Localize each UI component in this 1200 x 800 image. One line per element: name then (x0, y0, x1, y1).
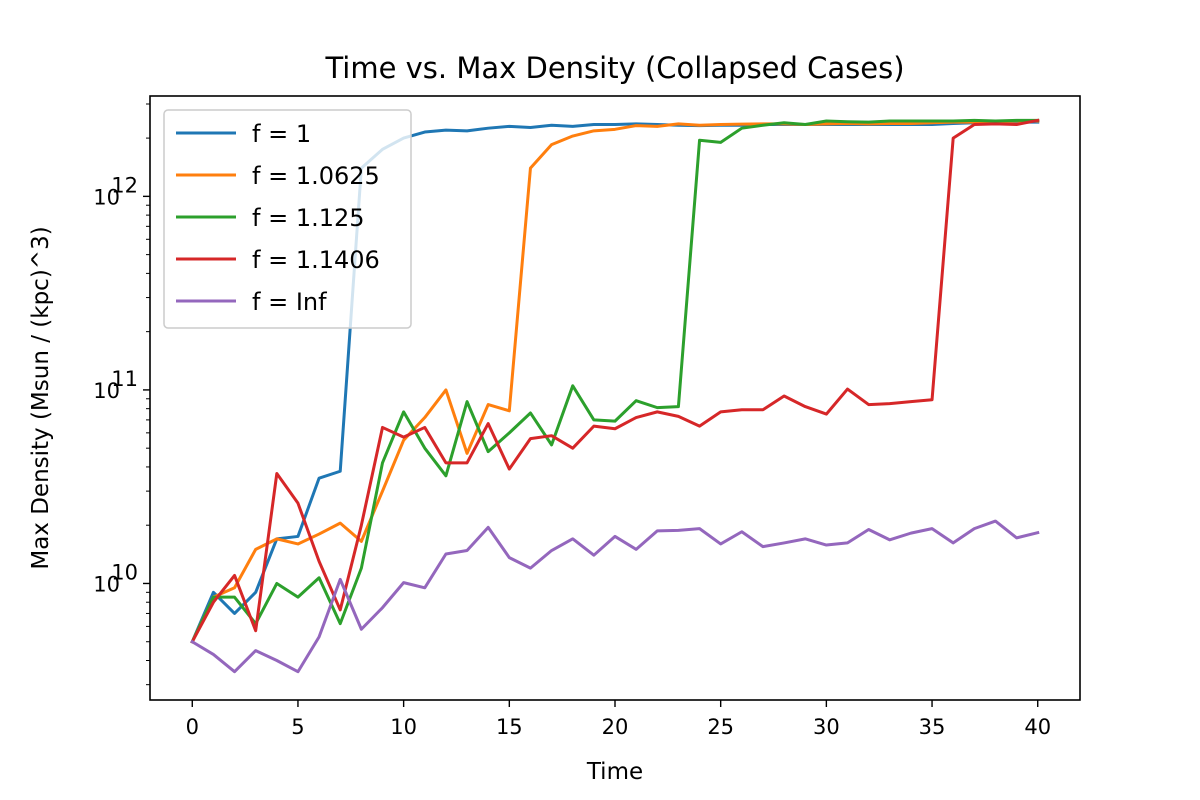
legend-label: f = Inf (252, 288, 327, 316)
y-tick-base: 10 (93, 185, 120, 209)
series-line-f-inf (190, 519, 1040, 674)
legend-box (163, 109, 412, 329)
y-tick-label: 10 (93, 379, 120, 403)
x-tick-label: 5 (291, 715, 304, 739)
legend-label: f = 1.1406 (252, 246, 380, 274)
x-tick-label: 25 (707, 715, 734, 739)
y-tick-base: 10 (93, 572, 120, 596)
y-tick-label: 10 (93, 185, 120, 209)
legend-label: f = 1.0625 (252, 162, 380, 190)
y-tick-label: 10 (93, 572, 120, 596)
series-lines (190, 118, 1040, 674)
legend-items: f = 1 f = 1.0625 f = 1.125 f = 1.1406 f = In… (176, 120, 380, 316)
x-tick-label: 0 (186, 715, 199, 739)
x-tick-label: 35 (919, 715, 946, 739)
x-tick-label: 30 (813, 715, 840, 739)
y-tick-exponent: 10 (111, 560, 138, 584)
y-axis-label: Max Density (Msun / (kpc)^3) (28, 226, 54, 569)
x-tick-label: 10 (390, 715, 417, 739)
x-axis-label: Time (586, 759, 643, 785)
y-tick-base: 10 (93, 379, 120, 403)
y-tick-exponent: 11 (111, 367, 138, 391)
x-tick-label: 15 (496, 715, 523, 739)
x-tick-label: 40 (1024, 715, 1051, 739)
legend-label: f = 1 (252, 120, 311, 148)
series-line-f-1-0625 (190, 119, 1040, 644)
x-tick-label: 20 (602, 715, 629, 739)
chart-title: Time vs. Max Density (Collapsed Cases) (324, 51, 904, 85)
legend-label: f = 1.125 (252, 204, 365, 232)
y-tick-exponent: 12 (111, 173, 138, 197)
series-line-f-1-1406 (190, 118, 1040, 644)
series-line-f-1-125 (190, 118, 1040, 644)
legend: f = 1 f = 1.0625 f = 1.125 f = 1.1406 f = In… (163, 109, 412, 329)
